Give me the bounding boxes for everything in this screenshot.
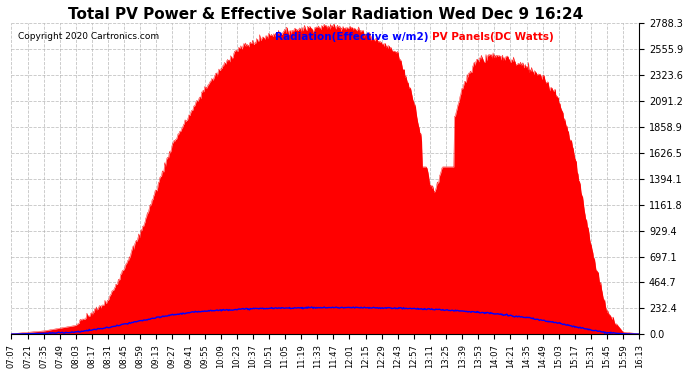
Title: Total PV Power & Effective Solar Radiation Wed Dec 9 16:24: Total PV Power & Effective Solar Radiati… bbox=[68, 7, 583, 22]
Text: PV Panels(DC Watts): PV Panels(DC Watts) bbox=[432, 33, 554, 42]
Text: Copyright 2020 Cartronics.com: Copyright 2020 Cartronics.com bbox=[18, 33, 159, 42]
Text: Radiation(Effective w/m2): Radiation(Effective w/m2) bbox=[275, 33, 428, 42]
